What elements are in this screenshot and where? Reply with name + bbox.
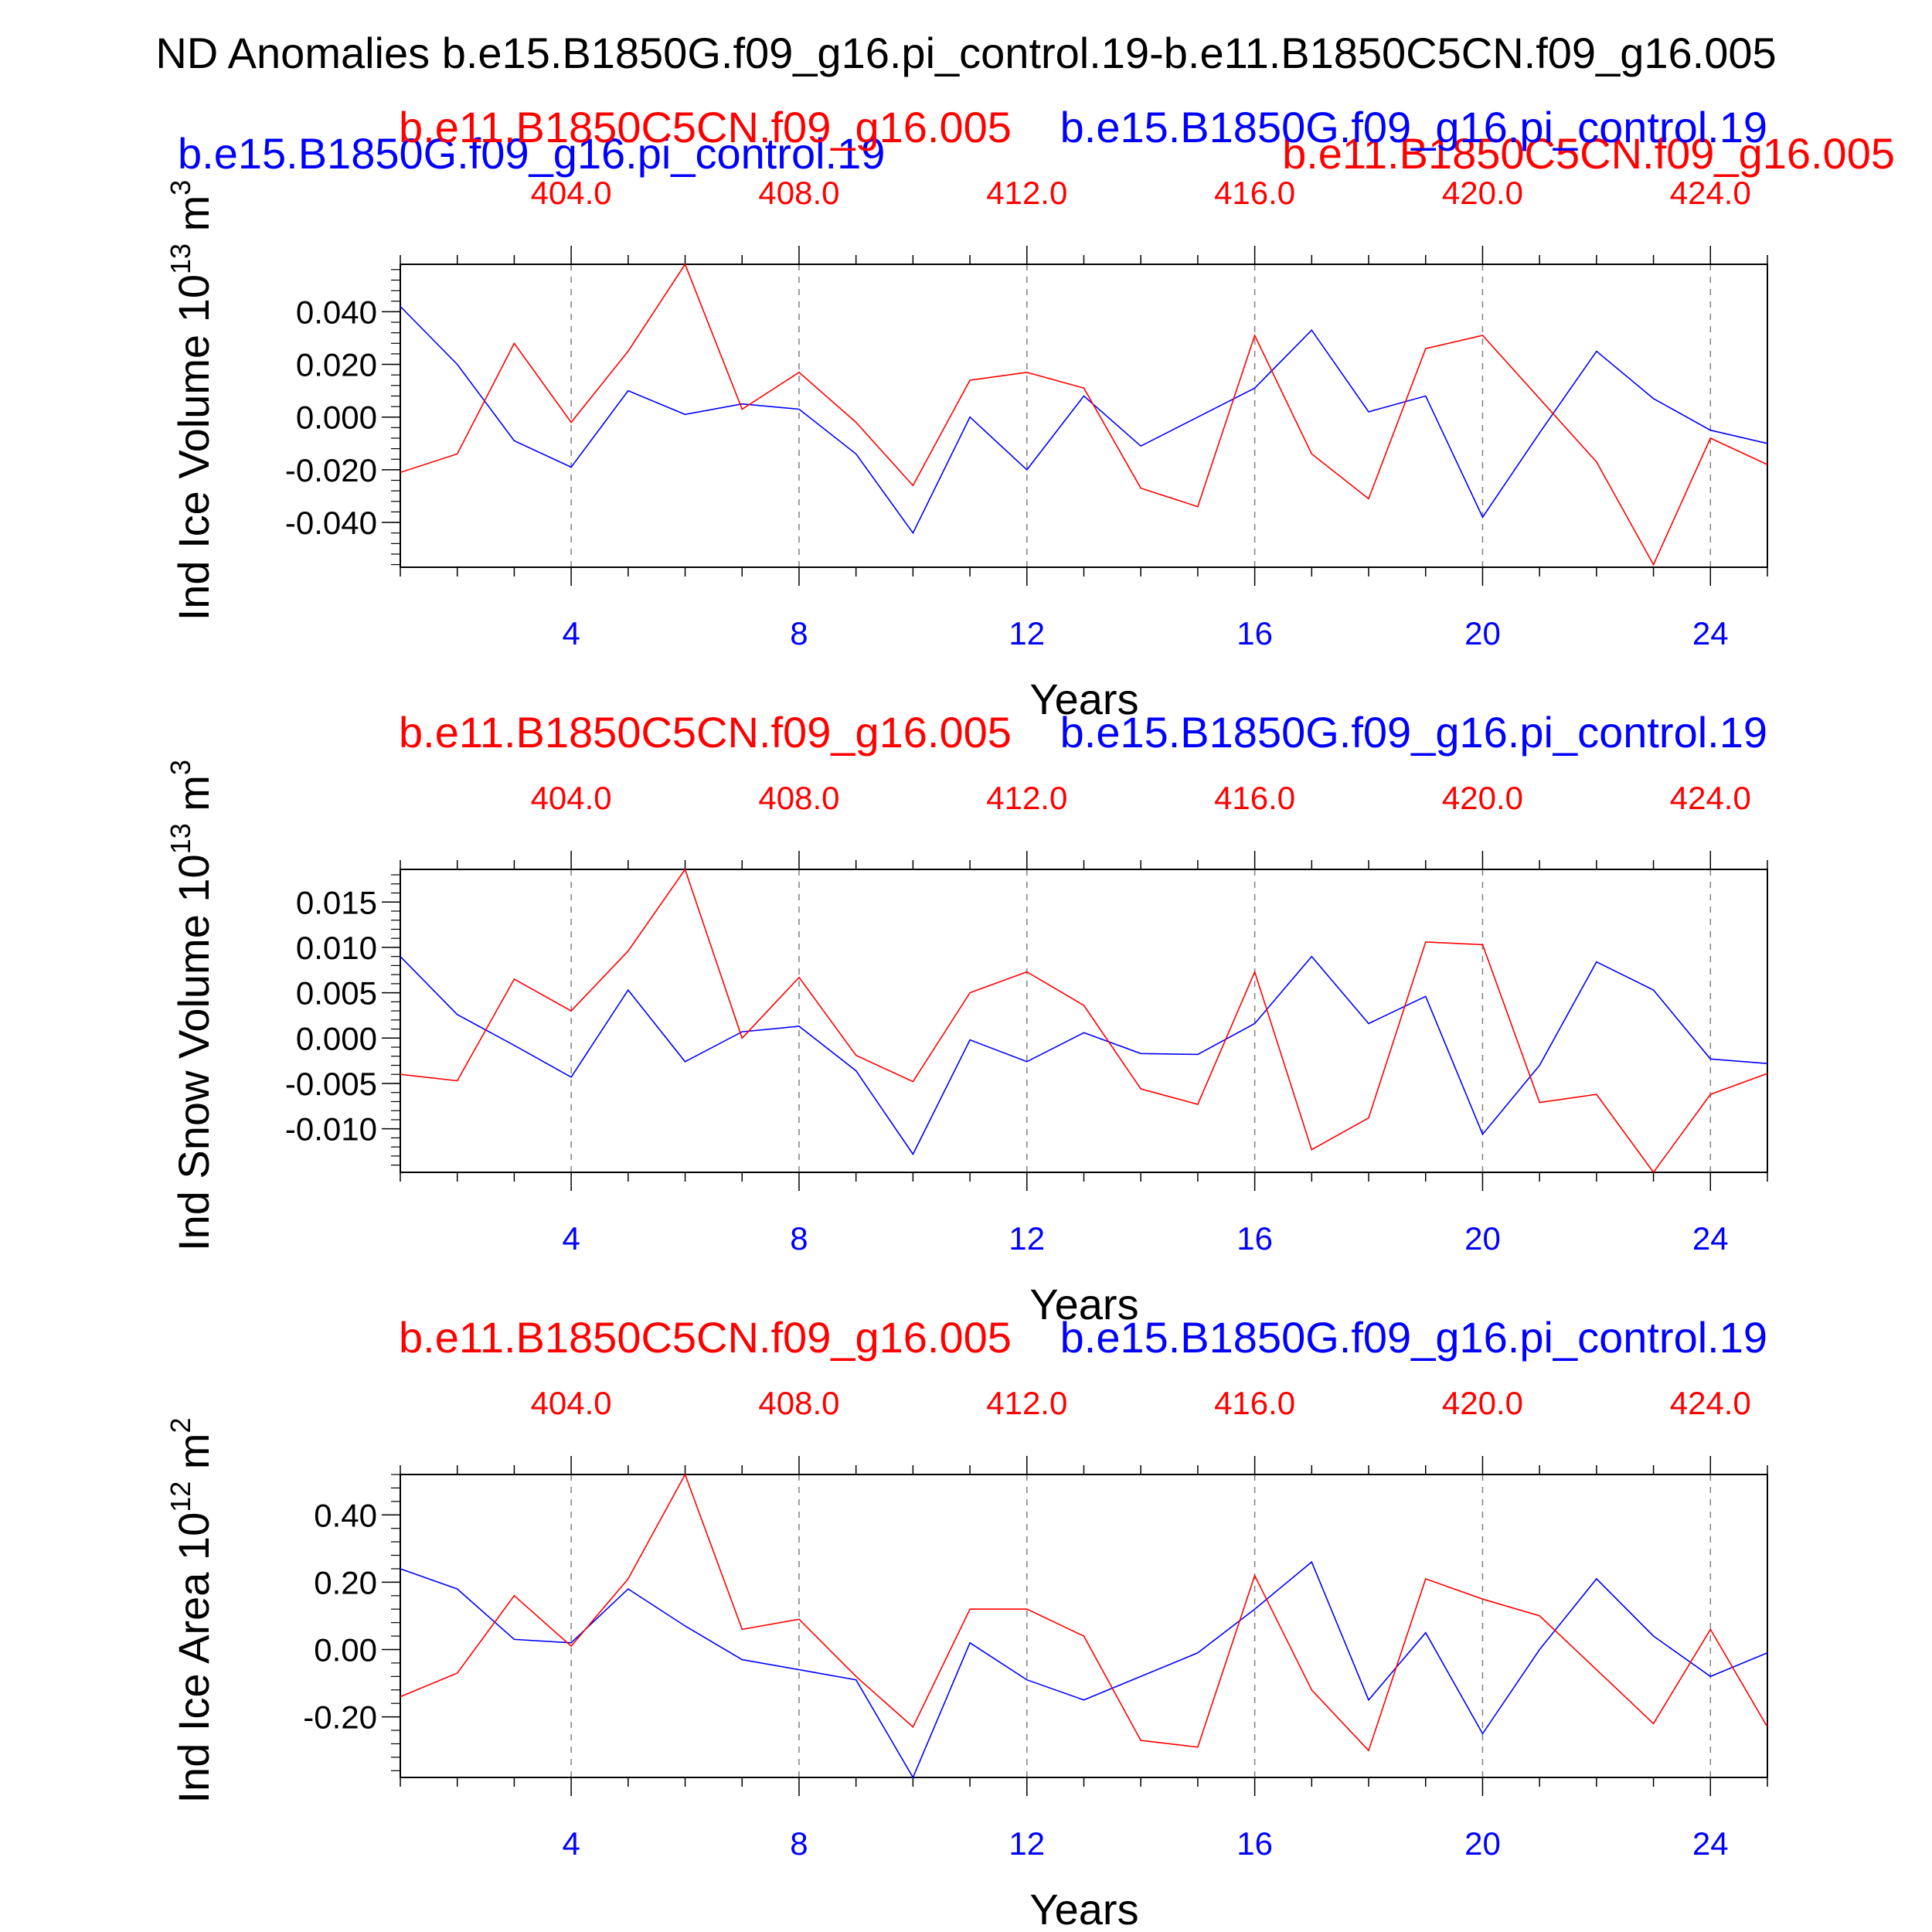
x-tick-label-top: 404.0: [531, 175, 612, 211]
series-line-case_b: [400, 868, 1767, 1174]
y-axis-title-exponent: 13: [165, 243, 196, 274]
case-b-label: b.e11.B1850C5CN.f09_g16.005: [399, 708, 1012, 757]
x-tick-label-top: 404.0: [531, 780, 612, 816]
x-tick-label-bottom: 4: [562, 615, 580, 651]
x-tick-label-bottom: 4: [562, 1220, 580, 1257]
plot-frame: [400, 264, 1768, 568]
x-tick-label-bottom: 20: [1464, 1825, 1501, 1862]
case-b-label: b.e11.B1850C5CN.f09_g16.005: [399, 1313, 1012, 1362]
y-tick-label: -0.020: [285, 452, 377, 488]
x-tick-label-top: 404.0: [531, 1385, 612, 1421]
x-tick-label-top: 420.0: [1442, 780, 1523, 816]
y-tick-label: -0.005: [285, 1066, 377, 1102]
figure-title: ND Anomalies b.e15.B1850G.f09_g16.pi_con…: [155, 29, 1776, 77]
x-tick-label-top: 420.0: [1442, 1385, 1523, 1421]
x-tick-label-top: 408.0: [758, 1385, 839, 1421]
series-group: [400, 263, 1767, 566]
x-tick-label-bottom: 16: [1236, 1825, 1273, 1862]
y-tick-label: 0.015: [296, 884, 377, 920]
x-tick-label-bottom: 20: [1464, 1220, 1501, 1257]
y-axis-title: Ind Ice Area 1012 m2: [165, 1417, 218, 1803]
y-axis-title-exponent: 13: [165, 823, 196, 854]
y-axis-title-unit: m: [169, 775, 218, 823]
x-tick-label-top: 412.0: [986, 780, 1067, 816]
x-tick-label-bottom: 12: [1009, 1825, 1045, 1862]
series-line-case_b: [400, 1473, 1767, 1752]
y-axis-title-unit-exponent: 2: [165, 1417, 196, 1433]
series-line-case_a: [400, 305, 1767, 535]
plot-frame: [400, 1474, 1768, 1778]
y-axis-title-main: Ind Snow Volume 10: [169, 854, 218, 1251]
case-a-label: b.e15.B1850G.f09_g16.pi_control.19: [1060, 708, 1767, 757]
series-line-case_a: [400, 955, 1767, 1156]
x-tick-label-bottom: 16: [1236, 615, 1273, 651]
x-tick-label-bottom: 8: [790, 615, 808, 651]
series-line-case_a: [400, 1560, 1767, 1779]
y-tick-label: 0.000: [296, 400, 377, 436]
x-tick-label-bottom: 24: [1692, 1220, 1729, 1257]
x-tick-label-bottom: 12: [1009, 615, 1045, 651]
x-tick-label-top: 412.0: [986, 1385, 1067, 1421]
series-group: [400, 1473, 1767, 1779]
case-b-label: b.e11.B1850C5CN.f09_g16.005: [399, 103, 1012, 151]
x-tick-label-top: 412.0: [986, 175, 1067, 211]
x-tick-label-top: 408.0: [758, 780, 839, 816]
x-tick-label-bottom: 8: [790, 1825, 808, 1862]
y-tick-label: 0.020: [296, 347, 377, 383]
x-tick-label-top: 424.0: [1670, 175, 1751, 211]
x-axis-title: Years: [1029, 1280, 1138, 1328]
case-a-label: b.e15.B1850G.f09_g16.pi_control.19: [1060, 1313, 1767, 1362]
x-tick-label-top: 424.0: [1670, 1385, 1751, 1421]
x-tick-label-bottom: 4: [562, 1825, 580, 1862]
y-tick-label: 0.005: [296, 975, 377, 1012]
x-axis-title: Years: [1029, 675, 1138, 723]
series-group: [400, 868, 1767, 1174]
y-axis-title-exponent: 12: [165, 1481, 196, 1512]
y-tick-label: -0.20: [303, 1699, 377, 1736]
y-axis-title-unit: m: [169, 1434, 218, 1481]
x-tick-label-top: 408.0: [758, 175, 839, 211]
chart-panel-2: -0.010 -0.005 0.000 0.005 0.010 0.015 4 404.0 8 4…: [165, 708, 1768, 1328]
x-tick-label-bottom: 8: [790, 1220, 808, 1257]
x-tick-label-top: 416.0: [1214, 780, 1295, 816]
y-tick-label: 0.000: [296, 1020, 377, 1056]
y-axis-title-unit: m: [169, 196, 218, 243]
y-tick-label: -0.010: [285, 1111, 377, 1148]
series-line-case_b: [400, 263, 1767, 566]
y-axis-title-main: Ind Ice Area 10: [169, 1512, 218, 1804]
overlay-case-a-label: b.e15.B1850G.f09_g16.pi_control.19: [178, 129, 885, 178]
x-tick-label-top: 416.0: [1214, 1385, 1295, 1421]
chart-panel-3: -0.20 0.00 0.20 0.40 4 404.0 8 408.0 12 412.0 16 41…: [165, 1313, 1768, 1932]
x-tick-label-bottom: 12: [1009, 1220, 1045, 1257]
y-axis-title: Ind Ice Volume 1013 m3: [165, 180, 218, 621]
x-tick-label-top: 420.0: [1442, 175, 1523, 211]
x-tick-label-bottom: 20: [1464, 615, 1501, 651]
x-axis-title: Years: [1029, 1885, 1138, 1932]
y-tick-label: 0.40: [314, 1497, 377, 1533]
y-axis-title: Ind Snow Volume 1013 m3: [165, 760, 218, 1251]
plot-frame: [400, 869, 1768, 1173]
y-axis-title-unit-exponent: 3: [165, 760, 196, 775]
x-tick-label-bottom: 16: [1236, 1220, 1273, 1257]
y-tick-label: -0.040: [285, 505, 377, 541]
chart-panel-1: -0.040 -0.020 0.000 0.020 0.040 4 404.0 8 408.0 1…: [165, 103, 1768, 723]
y-tick-label: 0.00: [314, 1631, 377, 1668]
x-tick-label-top: 424.0: [1670, 780, 1751, 816]
y-axis-title-main: Ind Ice Volume 10: [169, 274, 218, 621]
x-tick-label-bottom: 24: [1692, 1825, 1729, 1862]
y-tick-label: 0.20: [314, 1564, 377, 1600]
x-tick-label-bottom: 24: [1692, 615, 1729, 651]
y-tick-label: 0.010: [296, 930, 377, 966]
y-tick-label: 0.040: [296, 294, 377, 330]
y-axis-title-unit-exponent: 3: [165, 180, 196, 196]
case-a-label: b.e15.B1850G.f09_g16.pi_control.19: [1060, 103, 1767, 151]
overlay-case-b-label: b.e11.B1850C5CN.f09_g16.005: [1282, 129, 1895, 178]
x-tick-label-top: 416.0: [1214, 175, 1295, 211]
